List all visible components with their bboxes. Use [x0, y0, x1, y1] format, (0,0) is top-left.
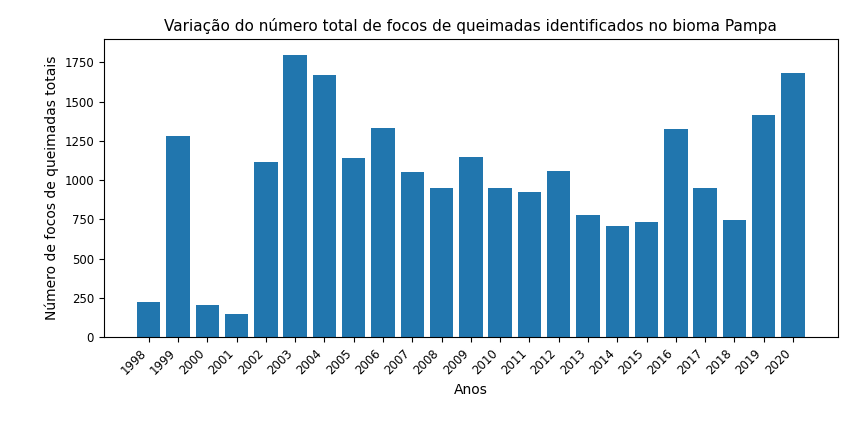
Bar: [547, 172, 570, 337]
Bar: [781, 73, 804, 337]
Bar: [195, 305, 219, 337]
Bar: [313, 75, 336, 337]
Title: Variação do número total de focos de queimadas identificados no bioma Pampa: Variação do número total de focos de que…: [164, 18, 778, 34]
Bar: [488, 188, 511, 337]
Bar: [752, 115, 775, 337]
Bar: [254, 162, 277, 337]
Bar: [606, 226, 629, 337]
Bar: [430, 188, 454, 337]
Bar: [283, 54, 307, 337]
Bar: [635, 222, 658, 337]
Bar: [401, 172, 424, 337]
Bar: [342, 158, 365, 337]
Bar: [722, 220, 746, 337]
Bar: [225, 314, 248, 337]
Bar: [664, 129, 688, 337]
Y-axis label: Número de focos de queimadas totais: Número de focos de queimadas totais: [44, 56, 59, 320]
Bar: [518, 192, 541, 337]
Bar: [372, 127, 395, 337]
Bar: [576, 215, 600, 337]
Bar: [459, 157, 483, 337]
Bar: [167, 136, 190, 337]
Bar: [137, 302, 161, 337]
Bar: [694, 188, 717, 337]
X-axis label: Anos: Anos: [454, 383, 488, 397]
